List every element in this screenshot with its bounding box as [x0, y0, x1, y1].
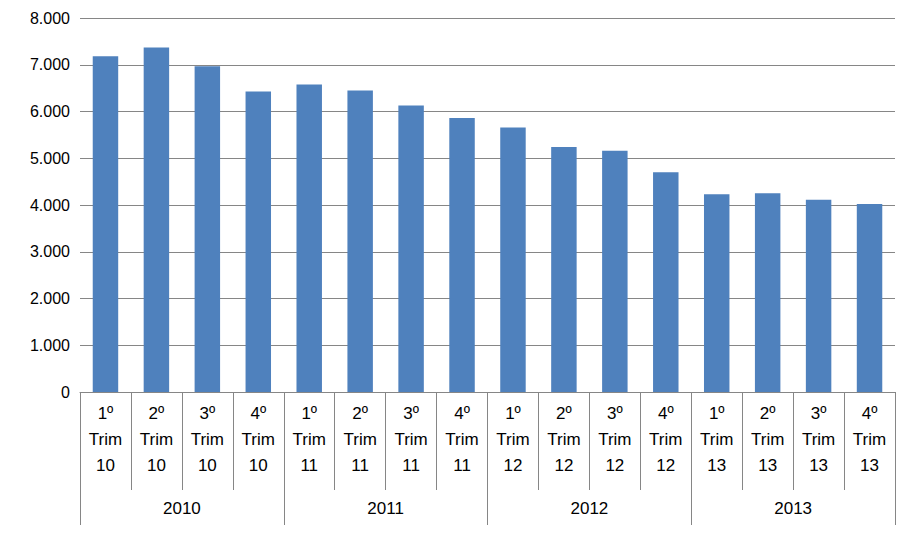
svg-text:2011: 2011 — [367, 499, 404, 518]
svg-text:4º: 4º — [658, 404, 674, 423]
svg-text:Trim: Trim — [700, 430, 733, 449]
svg-text:Trim: Trim — [649, 430, 682, 449]
svg-text:1º: 1º — [709, 404, 725, 423]
svg-text:2º: 2º — [760, 404, 776, 423]
svg-text:11: 11 — [300, 456, 318, 475]
svg-text:10: 10 — [249, 456, 268, 475]
svg-text:13: 13 — [809, 456, 828, 475]
svg-text:11: 11 — [402, 456, 420, 475]
svg-text:2º: 2º — [352, 404, 368, 423]
svg-text:3.000: 3.000 — [30, 243, 70, 260]
svg-text:Trim: Trim — [343, 430, 376, 449]
svg-text:11: 11 — [453, 456, 471, 475]
svg-text:Trim: Trim — [140, 430, 173, 449]
svg-text:13: 13 — [707, 456, 726, 475]
svg-text:2.000: 2.000 — [30, 290, 70, 307]
svg-text:Trim: Trim — [853, 430, 886, 449]
svg-text:3º: 3º — [200, 404, 216, 423]
svg-text:12: 12 — [504, 456, 523, 475]
svg-text:Trim: Trim — [394, 430, 427, 449]
svg-text:2º: 2º — [149, 404, 165, 423]
svg-text:Trim: Trim — [496, 430, 529, 449]
svg-text:Trim: Trim — [445, 430, 478, 449]
svg-text:Trim: Trim — [751, 430, 784, 449]
svg-text:3º: 3º — [607, 404, 623, 423]
svg-text:2013: 2013 — [774, 499, 812, 518]
svg-text:Trim: Trim — [598, 430, 631, 449]
svg-text:12: 12 — [656, 456, 675, 475]
svg-text:13: 13 — [758, 456, 777, 475]
svg-text:1º: 1º — [301, 404, 317, 423]
svg-text:7.000: 7.000 — [30, 56, 70, 73]
svg-text:Trim: Trim — [242, 430, 275, 449]
svg-text:10: 10 — [96, 456, 115, 475]
svg-text:12: 12 — [554, 456, 573, 475]
svg-text:Trim: Trim — [293, 430, 326, 449]
svg-text:4.000: 4.000 — [30, 197, 70, 214]
svg-text:1.000: 1.000 — [30, 337, 70, 354]
svg-text:13: 13 — [860, 456, 879, 475]
svg-text:3º: 3º — [811, 404, 827, 423]
svg-text:4º: 4º — [454, 404, 470, 423]
svg-text:Trim: Trim — [89, 430, 122, 449]
svg-text:10: 10 — [198, 456, 217, 475]
svg-text:11: 11 — [351, 456, 369, 475]
svg-text:10: 10 — [147, 456, 166, 475]
svg-text:Trim: Trim — [191, 430, 224, 449]
svg-text:3º: 3º — [403, 404, 419, 423]
svg-text:Trim: Trim — [802, 430, 835, 449]
svg-text:Trim: Trim — [547, 430, 580, 449]
svg-text:4º: 4º — [250, 404, 266, 423]
svg-text:5.000: 5.000 — [30, 150, 70, 167]
svg-text:8.000: 8.000 — [30, 10, 70, 27]
svg-text:12: 12 — [605, 456, 624, 475]
svg-text:1º: 1º — [505, 404, 521, 423]
svg-text:0: 0 — [61, 384, 70, 401]
svg-text:1º: 1º — [98, 404, 114, 423]
svg-text:2º: 2º — [556, 404, 572, 423]
svg-text:2010: 2010 — [163, 499, 201, 518]
svg-text:2012: 2012 — [570, 499, 608, 518]
svg-text:4º: 4º — [862, 404, 878, 423]
svg-text:6.000: 6.000 — [30, 103, 70, 120]
